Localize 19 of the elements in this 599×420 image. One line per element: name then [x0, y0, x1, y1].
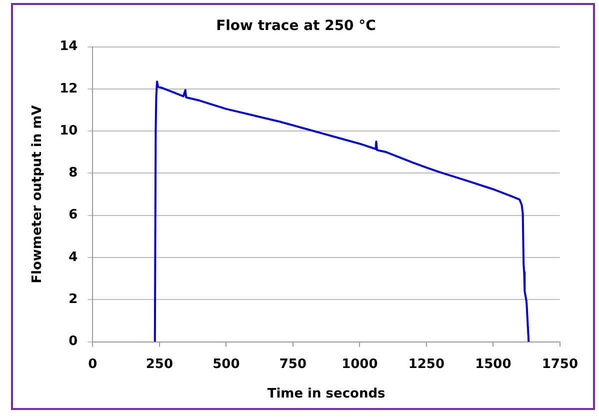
x-tick-label: 1250 [408, 356, 445, 372]
x-tick-label: 1500 [475, 356, 512, 372]
x-tick-label: 250 [146, 356, 174, 372]
y-tick-label: 4 [68, 250, 78, 265]
y-tick-label: 10 [60, 123, 78, 138]
y-tick-label: 6 [68, 208, 78, 223]
y-tick-label: 12 [60, 81, 78, 96]
y-tick-label: 14 [60, 39, 78, 54]
x-axis-title: Time in seconds [267, 386, 386, 402]
y-tick-label: 8 [68, 166, 78, 181]
y-axis-title: Flowmeter output in mV [30, 105, 46, 284]
chart-title: Flow trace at 250 °C [216, 18, 376, 34]
y-tick-label: 0 [68, 334, 78, 350]
x-tick-label: 1000 [342, 356, 378, 372]
y-tick-label: 2 [68, 292, 78, 308]
x-tick-label: 500 [212, 356, 240, 372]
x-tick-label: 1750 [542, 356, 578, 372]
x-tick-label: 0 [88, 356, 98, 372]
x-tick-label: 750 [279, 356, 306, 372]
